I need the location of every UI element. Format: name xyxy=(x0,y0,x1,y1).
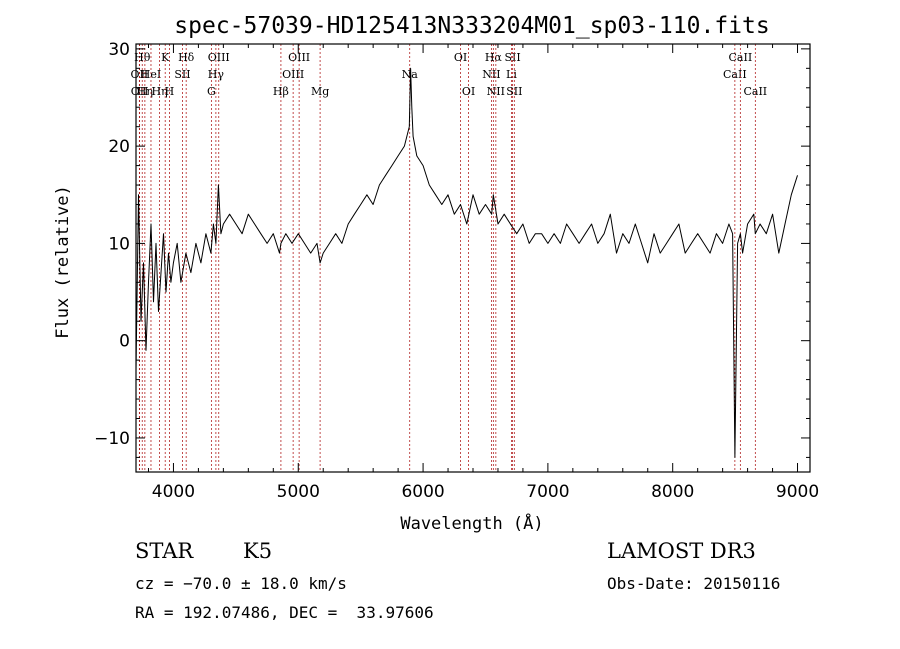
line-label-g: G xyxy=(207,85,216,98)
line-label-hθ: Hθ xyxy=(134,51,151,64)
obs-date: Obs-Date: 20150116 xyxy=(607,574,781,593)
spectral-line-markers: OII OII Hθ Hη HeI Hη K H SII Hδ G Hγ OIII Hβ OIII OIII M… xyxy=(131,44,767,472)
line-label-oii: OII xyxy=(131,85,149,98)
plot-frame xyxy=(135,43,811,473)
line-label-hα: Hα xyxy=(485,51,503,64)
line-label-oii: OII xyxy=(131,68,149,81)
x-tick-label: 4000 xyxy=(152,482,195,502)
x-tick-label: 9000 xyxy=(776,482,819,502)
line-label-hη: Hη xyxy=(137,85,153,98)
line-label-caii: CaII xyxy=(729,51,753,64)
coordinates: RA = 192.07486, DEC = 33.97606 xyxy=(135,603,434,622)
line-label-oiii: OIII xyxy=(288,51,310,64)
object-class: STAR xyxy=(135,539,194,563)
line-label-sii: SII xyxy=(174,68,190,81)
line-label-oiii: OIII xyxy=(282,68,304,81)
line-label-k: K xyxy=(161,51,170,64)
line-label-oi: OI xyxy=(462,85,475,98)
x-tick-label: 6000 xyxy=(401,482,444,502)
line-label-nii: NII xyxy=(482,68,500,81)
y-tick-label: −10 xyxy=(94,429,130,449)
line-label-caii: CaII xyxy=(723,68,747,81)
x-tick-label: 7000 xyxy=(526,482,569,502)
line-label-hei: HeI xyxy=(141,68,161,81)
line-label-oiii: OIII xyxy=(208,51,230,64)
x-axis-label: Wavelength (Å) xyxy=(400,512,543,534)
y-tick-label: 30 xyxy=(108,40,130,60)
line-label-li: Li xyxy=(506,68,517,81)
line-label-hη: Hη xyxy=(151,85,167,98)
line-label-sii: SII xyxy=(504,51,520,64)
y-tick-label: 0 xyxy=(119,332,130,352)
redshift-readout: cz = −70.0 ± 18.0 km/s xyxy=(135,574,347,593)
line-label-nii: NII xyxy=(487,85,505,98)
line-label-caii: CaII xyxy=(743,85,767,98)
x-tick-label: 8000 xyxy=(651,482,694,502)
y-axis: −10 0 10 20 30 xyxy=(94,40,810,458)
x-axis: 4000 5000 6000 7000 8000 9000 xyxy=(147,44,819,502)
spectrum-series xyxy=(135,67,798,458)
spectrum-line xyxy=(135,67,798,458)
y-axis-label: Flux (relative) xyxy=(53,185,73,339)
line-label-oi: OI xyxy=(454,51,467,64)
y-tick-label: 10 xyxy=(108,234,130,254)
y-tick-label: 20 xyxy=(108,137,130,157)
x-tick-label: 5000 xyxy=(277,482,320,502)
line-label-na: Na xyxy=(402,68,419,81)
chart-title: spec-57039-HD125413N333204M01_sp03-110.f… xyxy=(174,13,769,39)
line-label-hδ: Hδ xyxy=(178,51,195,64)
object-subclass: K5 xyxy=(243,539,273,563)
line-label-sii: SII xyxy=(506,85,522,98)
line-label-hγ: Hγ xyxy=(208,68,225,81)
line-label-hβ: Hβ xyxy=(273,85,289,98)
line-label-h: H xyxy=(165,85,175,98)
line-label-mg: Mg xyxy=(311,85,329,98)
survey-name: LAMOST DR3 xyxy=(607,539,756,563)
